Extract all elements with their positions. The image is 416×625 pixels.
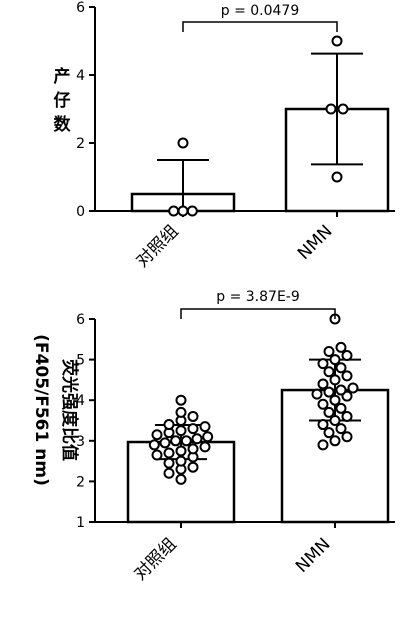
data-point xyxy=(170,435,182,447)
y-tick-label: 2 xyxy=(76,474,85,490)
data-point xyxy=(163,457,175,469)
data-point xyxy=(175,394,187,406)
data-point xyxy=(323,366,335,378)
y-tick-label: 3 xyxy=(76,434,85,450)
data-point xyxy=(335,341,347,353)
data-point xyxy=(186,205,198,217)
data-point xyxy=(335,402,347,414)
y-tick-label: 4 xyxy=(76,393,85,409)
y-tick-label: 6 xyxy=(76,0,85,16)
data-point xyxy=(191,433,203,445)
data-point xyxy=(175,473,187,485)
data-point xyxy=(159,437,171,449)
data-point xyxy=(163,467,175,479)
panel-bottom-chart: 1 2 3 4 5 6 对照组 NMN p = 3.87E-9 荧光强度比值 (F405/F561 … xyxy=(31,289,395,585)
data-point xyxy=(175,406,187,418)
y-axis-label: 数 xyxy=(54,114,72,135)
data-point xyxy=(331,35,343,47)
y-tick-label: 4 xyxy=(76,68,85,84)
y-axis-label: 荧光强度比值 xyxy=(59,359,80,461)
data-point xyxy=(202,431,214,443)
y-axis-label: 仔 xyxy=(54,90,71,111)
data-point xyxy=(323,427,335,439)
y-axis-label: 产 xyxy=(54,66,71,87)
data-point xyxy=(329,374,341,386)
data-point xyxy=(175,445,187,457)
significance-bracket xyxy=(180,308,336,319)
y-tick-label: 0 xyxy=(76,204,85,220)
data-point xyxy=(151,429,163,441)
data-point xyxy=(177,205,189,217)
x-category-label: 对照组 xyxy=(132,221,182,271)
data-point xyxy=(199,441,211,453)
data-point xyxy=(187,410,199,422)
data-point xyxy=(151,449,163,461)
data-point xyxy=(175,455,187,467)
data-point xyxy=(329,394,341,406)
p-value-label: p = 3.87E-9 xyxy=(216,289,300,305)
data-point xyxy=(325,103,337,115)
data-point xyxy=(163,447,175,459)
data-point xyxy=(341,350,353,362)
p-value-label: p = 0.0479 xyxy=(221,3,300,19)
data-point xyxy=(341,410,353,422)
data-point xyxy=(187,443,199,455)
data-point xyxy=(148,439,160,451)
data-point xyxy=(163,419,175,431)
y-tick-label: 2 xyxy=(76,136,85,152)
data-point xyxy=(317,439,329,451)
data-point xyxy=(168,205,180,217)
data-point xyxy=(323,406,335,418)
data-point xyxy=(341,370,353,382)
data-point xyxy=(323,345,335,357)
data-point xyxy=(323,386,335,398)
data-point xyxy=(347,382,359,394)
y-axis-label: (F405/F561 nm) xyxy=(31,334,51,486)
data-point xyxy=(317,398,329,410)
data-point xyxy=(335,362,347,374)
data-point xyxy=(329,354,341,366)
data-point xyxy=(199,421,211,433)
data-point xyxy=(335,423,347,435)
x-category-label: NMN xyxy=(294,221,337,264)
data-point xyxy=(180,435,192,447)
data-point xyxy=(329,415,341,426)
data-point xyxy=(317,378,329,390)
data-point xyxy=(337,103,349,115)
data-point xyxy=(317,419,329,431)
data-point xyxy=(177,137,189,149)
panel-top-chart: 0 2 4 6 对照组 NMN p = 0.0479 产仔数 xyxy=(54,0,395,272)
data-point xyxy=(329,435,341,447)
x-category-label: NMN xyxy=(292,534,335,577)
data-point xyxy=(311,388,323,400)
data-point xyxy=(175,425,187,437)
significance-bracket xyxy=(182,21,338,32)
data-point xyxy=(187,461,199,473)
data-point xyxy=(331,171,343,183)
y-tick-label: 5 xyxy=(76,353,85,369)
data-point xyxy=(187,423,199,435)
data-point xyxy=(335,384,347,396)
x-category-label: 对照组 xyxy=(130,534,180,584)
data-point xyxy=(317,358,329,370)
data-point xyxy=(341,431,353,443)
y-tick-label: 1 xyxy=(76,515,85,531)
y-tick-label: 6 xyxy=(76,312,85,328)
